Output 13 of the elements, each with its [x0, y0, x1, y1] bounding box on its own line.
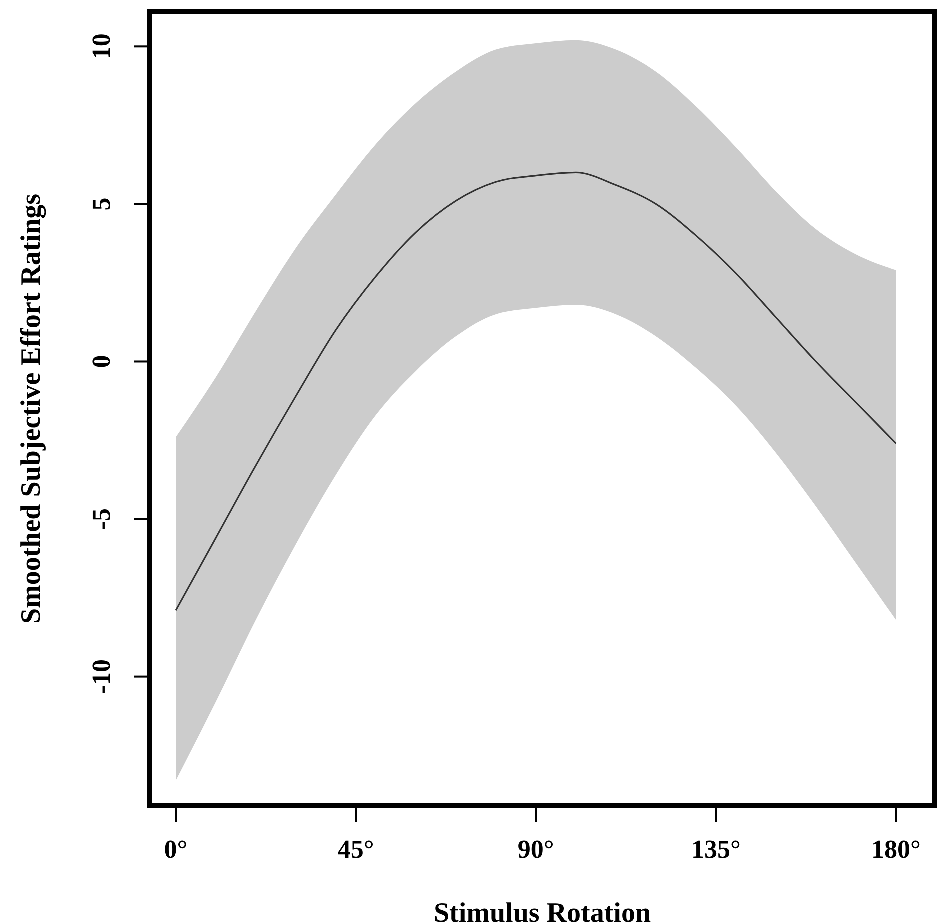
y-tick-label: 10 — [87, 34, 116, 60]
line-series — [175, 172, 897, 612]
y-tick-label: -10 — [87, 659, 116, 694]
x-tick-label: 135° — [691, 835, 741, 864]
y-tick-label: 0 — [87, 355, 116, 368]
y-axis-title: Smoothed Subjective Effort Ratings — [16, 194, 47, 624]
x-tick-label: 90° — [518, 835, 554, 864]
x-tick-label: 180° — [871, 835, 921, 864]
y-tick-label: 5 — [87, 198, 116, 211]
y-tick-label: -5 — [87, 508, 116, 530]
x-tick-label: 0° — [164, 835, 188, 864]
x-axis-title: Stimulus Rotation — [434, 898, 652, 924]
x-tick-label: 45° — [338, 835, 374, 864]
